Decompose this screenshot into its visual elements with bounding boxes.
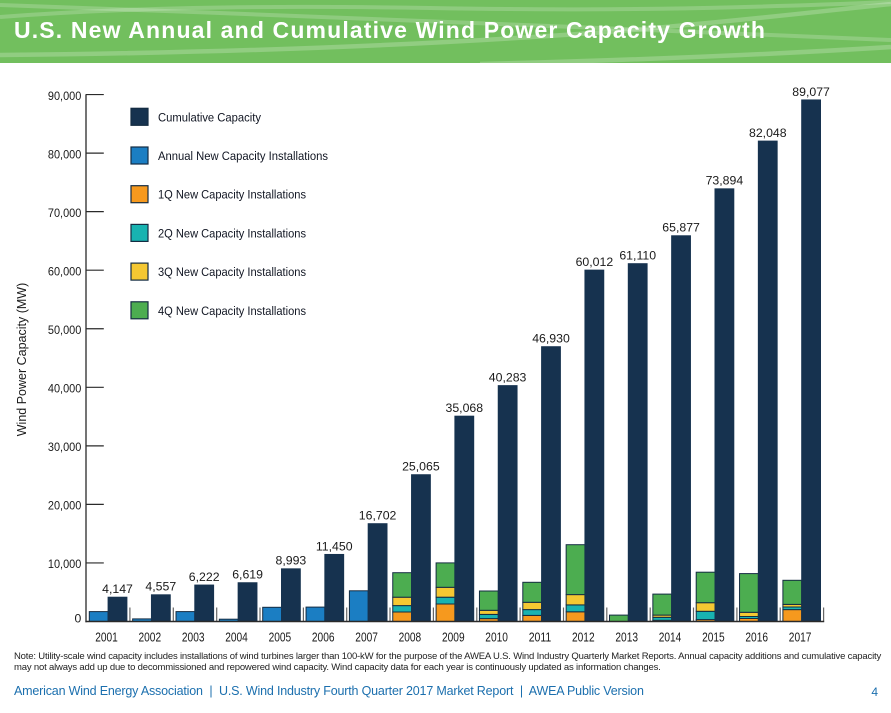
svg-text:80,000: 80,000 [48,147,82,161]
svg-text:2011: 2011 [529,630,552,645]
svg-text:2012: 2012 [572,630,595,645]
svg-text:2015: 2015 [702,630,725,645]
svg-text:2017: 2017 [789,630,812,645]
svg-text:6,222: 6,222 [189,570,220,584]
svg-text:4,557: 4,557 [145,580,176,594]
svg-text:2008: 2008 [399,630,422,645]
svg-text:25,065: 25,065 [402,460,440,474]
svg-text:61,110: 61,110 [619,249,656,263]
svg-text:4Q New Capacity Installations: 4Q New Capacity Installations [158,304,306,318]
svg-text:2Q New Capacity Installations: 2Q New Capacity Installations [158,226,306,240]
svg-text:2010: 2010 [485,630,508,645]
svg-text:40,283: 40,283 [489,370,527,384]
svg-text:16,702: 16,702 [359,509,397,523]
svg-text:8,993: 8,993 [276,554,307,568]
svg-text:Annual New Capacity Installati: Annual New Capacity Installations [158,149,328,163]
svg-text:82,048: 82,048 [749,126,787,140]
svg-text:4,147: 4,147 [102,582,133,596]
svg-text:2002: 2002 [139,630,162,645]
svg-text:35,068: 35,068 [445,401,483,415]
svg-text:65,877: 65,877 [662,221,700,235]
svg-text:50,000: 50,000 [48,323,82,337]
svg-text:2003: 2003 [182,630,205,645]
svg-text:3Q New Capacity Installations: 3Q New Capacity Installations [158,265,306,279]
svg-text:60,000: 60,000 [48,265,82,279]
svg-text:Cumulative Capacity: Cumulative Capacity [158,110,262,124]
svg-text:0: 0 [75,612,82,626]
svg-text:2005: 2005 [269,630,292,645]
svg-text:Wind Power Capacity (MW): Wind Power Capacity (MW) [15,283,29,437]
svg-text:2001: 2001 [95,630,118,645]
svg-text:60,012: 60,012 [576,255,614,269]
svg-text:46,930: 46,930 [532,332,570,346]
svg-text:90,000: 90,000 [48,89,82,103]
svg-text:2014: 2014 [659,630,682,645]
svg-text:2009: 2009 [442,630,465,645]
svg-text:2006: 2006 [312,630,335,645]
svg-text:20,000: 20,000 [48,499,82,513]
svg-text:2007: 2007 [355,630,378,645]
svg-text:89,077: 89,077 [792,85,830,99]
svg-text:11,450: 11,450 [316,539,353,553]
svg-text:10,000: 10,000 [48,557,82,571]
svg-text:6,619: 6,619 [232,568,263,582]
svg-text:2013: 2013 [615,630,638,645]
svg-text:70,000: 70,000 [48,206,82,220]
svg-text:30,000: 30,000 [48,440,82,454]
svg-text:1Q New Capacity Installations: 1Q New Capacity Installations [158,188,306,202]
svg-text:2004: 2004 [225,630,248,645]
svg-text:40,000: 40,000 [48,382,82,396]
svg-text:2016: 2016 [745,630,768,645]
svg-text:73,894: 73,894 [706,174,744,188]
